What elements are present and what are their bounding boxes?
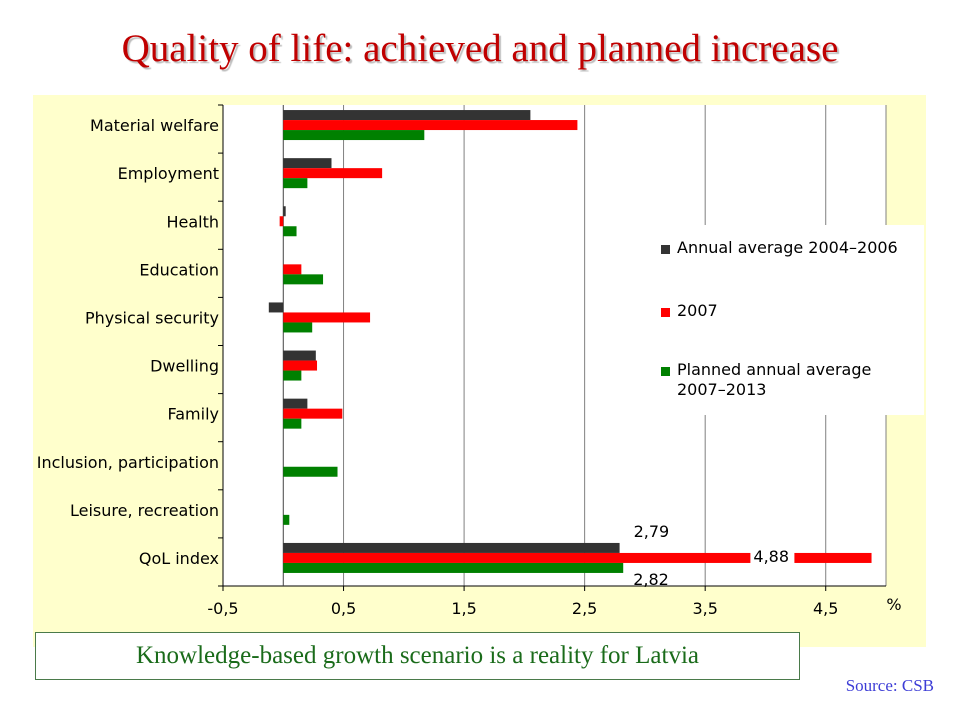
bar-family-1 bbox=[283, 409, 342, 419]
bar-employment-2 bbox=[283, 178, 307, 188]
legend-swatch-2 bbox=[661, 367, 670, 376]
bar-physical-security-1 bbox=[283, 312, 370, 322]
bar-employment-1 bbox=[283, 168, 382, 178]
category-label-family: Family bbox=[168, 405, 219, 424]
bar-education-1 bbox=[283, 264, 301, 274]
x-tick-label: 4,5 bbox=[813, 599, 838, 618]
bar-dwelling-0 bbox=[283, 351, 316, 361]
bar-qol-index-2 bbox=[283, 563, 623, 573]
x-tick-label: 2,5 bbox=[572, 599, 597, 618]
data-label-2: 2,82 bbox=[633, 570, 669, 589]
caption-box: Knowledge-based growth scenario is a rea… bbox=[35, 632, 800, 680]
category-label-leisure-recreation: Leisure, recreation bbox=[70, 501, 219, 520]
category-label-physical-security: Physical security bbox=[85, 308, 219, 327]
bar-material-welfare-1 bbox=[283, 120, 577, 130]
category-label-health: Health bbox=[166, 212, 219, 231]
x-axis-label: % bbox=[886, 595, 901, 614]
bar-health-2 bbox=[283, 226, 296, 236]
bar-material-welfare-2 bbox=[283, 130, 424, 140]
bar-inclusion-participation-2 bbox=[283, 467, 337, 477]
bar-family-2 bbox=[283, 419, 301, 429]
bar-employment-0 bbox=[283, 158, 331, 168]
category-label-qol-index: QoL index bbox=[139, 549, 219, 568]
category-label-inclusion-participation: Inclusion, participation bbox=[37, 453, 219, 472]
bar-health-0 bbox=[283, 206, 285, 216]
x-tick-label: 1,5 bbox=[451, 599, 476, 618]
category-label-dwelling: Dwelling bbox=[150, 357, 219, 376]
bar-material-welfare-0 bbox=[283, 110, 530, 120]
bar-physical-security-2 bbox=[283, 322, 312, 332]
data-label-0: 2,79 bbox=[634, 522, 670, 541]
bar-family-0 bbox=[283, 399, 307, 409]
bar-physical-security-0 bbox=[269, 302, 283, 312]
caption-text: Knowledge-based growth scenario is a rea… bbox=[136, 642, 699, 670]
legend-swatch-1 bbox=[661, 308, 670, 317]
category-label-education: Education bbox=[139, 260, 219, 279]
bar-chart: -0,5 0,5 1,5 2,5 3,5 4,5 % Material welfare Empl… bbox=[33, 95, 926, 647]
category-label-material-welfare: Material welfare bbox=[90, 116, 219, 135]
bar-dwelling-1 bbox=[283, 361, 317, 371]
bar-dwelling-2 bbox=[283, 371, 301, 381]
legend-label-0: Annual average 2004–2006 bbox=[677, 238, 898, 257]
x-tick-label: 0,5 bbox=[331, 599, 356, 618]
bar-education-2 bbox=[283, 274, 323, 284]
bar-qol-index-0 bbox=[283, 543, 619, 553]
data-label-1: 4,88 bbox=[753, 547, 789, 566]
source-note: Source: CSB bbox=[846, 676, 934, 696]
legend-label-1: 2007 bbox=[677, 301, 718, 320]
chart-area: -0,5 0,5 1,5 2,5 3,5 4,5% Material welfare Empl… bbox=[33, 95, 926, 647]
bar-health-1 bbox=[280, 216, 284, 226]
x-tick-label: 3,5 bbox=[692, 599, 717, 618]
x-tick-label: -0,5 bbox=[207, 599, 238, 618]
legend-swatch-0 bbox=[661, 245, 670, 254]
bar-leisure-recreation-2 bbox=[283, 515, 289, 525]
page-title: Quality of life: achieved and planned in… bbox=[0, 26, 960, 71]
category-label-employment: Employment bbox=[118, 164, 219, 183]
